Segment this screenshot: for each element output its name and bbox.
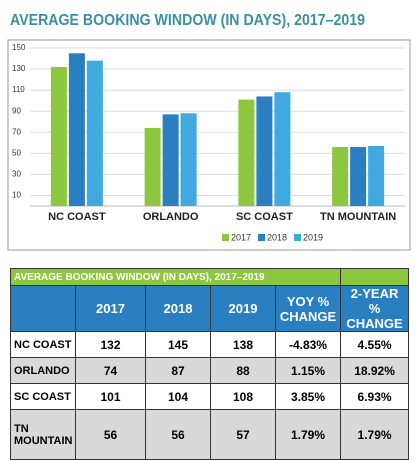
legend-swatch: [258, 234, 265, 241]
table-cell: 138: [210, 331, 276, 358]
table-cell: 74: [75, 357, 146, 384]
table-cell: 132: [75, 331, 146, 358]
legend-label: 2017: [231, 232, 251, 242]
table-cell: 56: [145, 409, 211, 460]
chart-frame: [7, 39, 411, 251]
table-cell: TN MOUNTAIN: [10, 409, 76, 460]
x-tick-label: ORLANDO: [143, 211, 199, 223]
table-row: NC COAST 132 145 138 -4.83% 4.55%: [10, 331, 410, 358]
header-row: 2017 2018 2019 YOY % CHANGE 2-YEAR % CHANGE: [10, 285, 410, 332]
table-cell: 101: [75, 383, 146, 410]
bar: [350, 147, 367, 206]
legend-swatch: [222, 234, 229, 241]
y-tick-label: 150: [12, 43, 26, 52]
y-tick-label: 50: [12, 148, 21, 157]
table-cell: 1.79%: [274, 409, 342, 460]
table-cell: [340, 268, 410, 286]
table-cell: 1.79%: [340, 409, 410, 460]
table-row: ORLANDO 74 87 88 1.15% 18.92%: [10, 357, 410, 384]
table-cell: SC COAST: [10, 383, 76, 410]
chart-title: AVERAGE BOOKING WINDOW (IN DAYS), 2017–2…: [10, 12, 365, 29]
bar: [368, 145, 385, 206]
table-cell: 2-YEAR % CHANGE: [340, 285, 410, 332]
y-tick-label: 10: [12, 191, 21, 200]
y-tick-label: 90: [12, 106, 21, 115]
table-cell: AVERAGE BOOKING WINDOW (IN DAYS), 2017–2…: [9, 268, 342, 286]
bar: [50, 66, 67, 207]
bar: [274, 92, 291, 206]
legend-label: 2019: [303, 232, 323, 242]
table-cell: 2017: [75, 285, 146, 332]
bar: [86, 60, 103, 206]
table-cell: NC COAST: [10, 331, 76, 358]
table-cell: 2018: [145, 285, 211, 332]
table-cell: 4.55%: [340, 331, 410, 358]
table-cell: 18.92%: [340, 357, 410, 384]
table-body: AVERAGE BOOKING WINDOW (IN DAYS), 2017–2…: [9, 268, 410, 460]
table-cell: YOY % CHANGE: [274, 285, 342, 332]
table-cell: [10, 285, 76, 332]
bar: [238, 99, 255, 206]
bar: [256, 96, 273, 206]
table-cell: 108: [210, 383, 276, 410]
x-tick-label: NC COAST: [48, 211, 106, 223]
table-row: SC COAST 101 104 108 3.85% 6.93%: [10, 383, 410, 410]
table-row: TN MOUNTAIN 56 56 57 1.79% 1.79%: [10, 409, 410, 460]
x-tick-label: SC COAST: [236, 211, 293, 223]
table-cell: 57: [210, 409, 276, 460]
table-cell: 145: [145, 331, 211, 358]
table-cell: 3.85%: [274, 383, 342, 410]
legend-swatch: [294, 234, 301, 241]
y-tick-label: 110: [12, 85, 25, 94]
bar: [68, 53, 85, 207]
legend-label: 2018: [267, 232, 287, 242]
title-row: AVERAGE BOOKING WINDOW (IN DAYS), 2017–2…: [9, 268, 410, 286]
x-tick-label: TN MOUNTAIN: [320, 211, 396, 223]
bar: [144, 128, 161, 206]
data-table: AVERAGE BOOKING WINDOW (IN DAYS), 2017–2…: [9, 268, 410, 460]
bar: [162, 114, 179, 206]
table-cell: 2019: [210, 285, 276, 332]
table-cell: 87: [145, 357, 211, 384]
y-tick-label: 130: [12, 64, 26, 73]
y-tick-label: 30: [12, 170, 21, 179]
table-cell: 56: [75, 409, 146, 460]
table-cell: -4.83%: [274, 331, 342, 358]
table-cell: 6.93%: [340, 383, 410, 410]
bar: [332, 147, 349, 206]
table-cell: 104: [145, 383, 211, 410]
chart: AVERAGE BOOKING WINDOW (IN DAYS), 2017–2…: [7, 12, 411, 251]
bar: [180, 113, 197, 206]
table-cell: 1.15%: [274, 357, 342, 384]
table-cell: ORLANDO: [10, 357, 76, 384]
y-tick-label: 70: [12, 127, 21, 136]
table-cell: 88: [210, 357, 276, 384]
